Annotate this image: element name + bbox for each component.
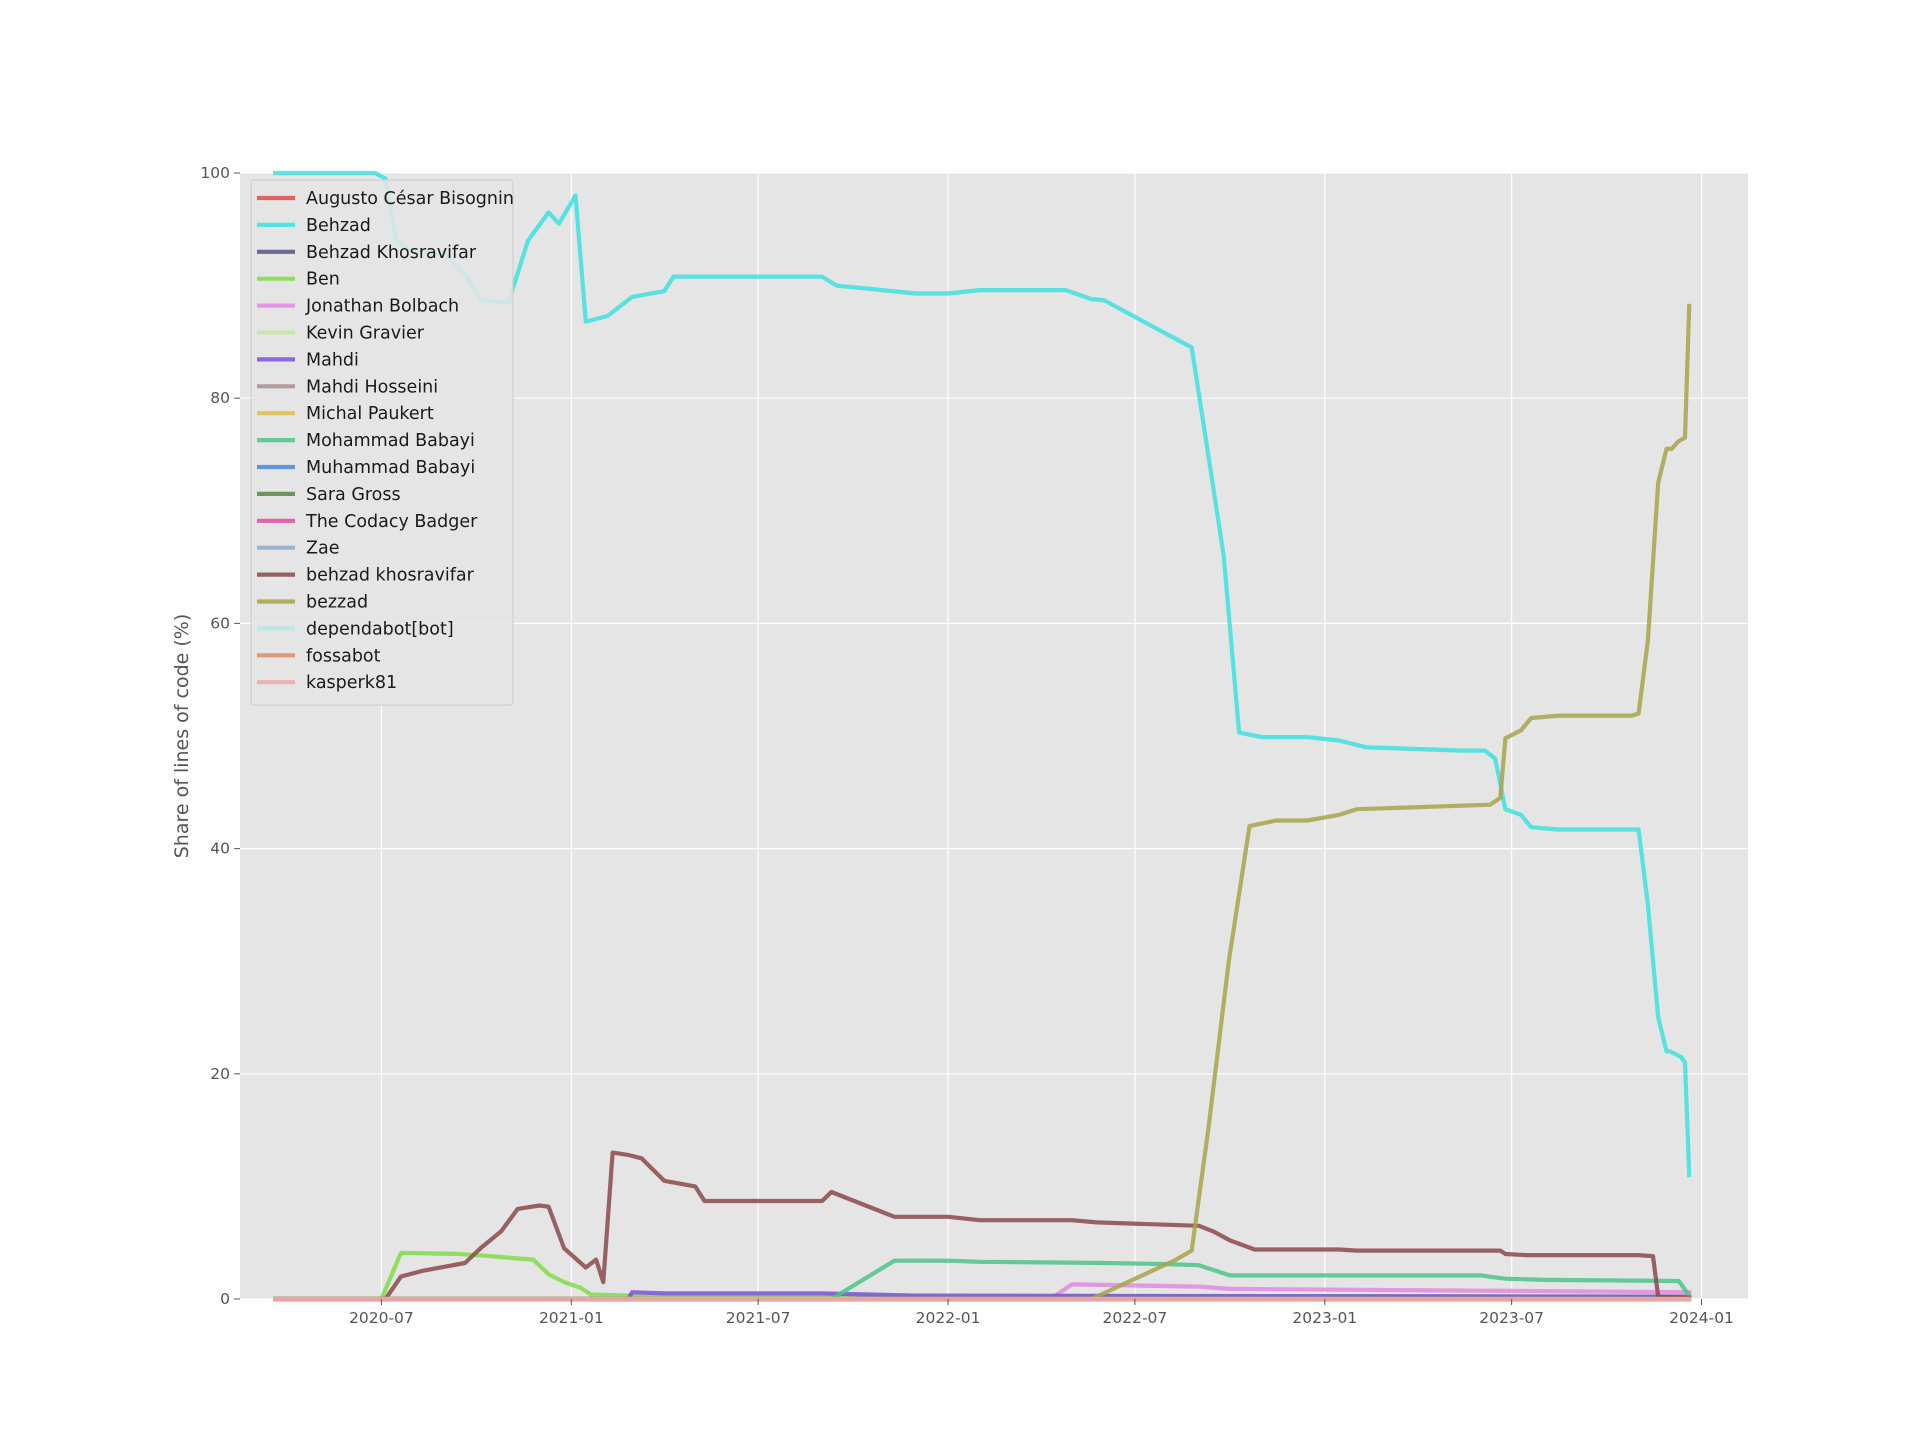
legend-entry: Muhammad Babayi xyxy=(257,458,475,478)
x-tick-label: 2022-01 xyxy=(916,1309,981,1327)
legend-entry: Mohammad Babayi xyxy=(257,431,475,451)
x-tick-label: 2020-07 xyxy=(349,1309,414,1327)
grid-lines xyxy=(240,172,1748,1300)
legend-entry: kasperk81 xyxy=(257,673,397,693)
x-tick-label: 2021-07 xyxy=(726,1309,791,1327)
x-tick-label: 2021-01 xyxy=(539,1309,604,1327)
legend-entry: Augusto César Bisognin xyxy=(257,189,514,209)
legend-entry: Zae xyxy=(257,539,339,559)
y-tick-label: 40 xyxy=(210,840,230,858)
legend-entry: bezzad xyxy=(257,593,368,613)
series-line-mohammad-babayi xyxy=(273,1258,1693,1302)
legend-entry: Behzad xyxy=(257,216,371,236)
legend-box xyxy=(250,179,514,706)
y-tick-label: 100 xyxy=(200,164,230,182)
y-tick-label: 20 xyxy=(210,1065,230,1083)
legend-label: kasperk81 xyxy=(306,673,397,693)
legend-label: bezzad xyxy=(306,593,368,613)
series-line-ben xyxy=(273,1250,1692,1302)
legend-entry: Jonathan Bolbach xyxy=(257,297,459,317)
legend-label: behzad khosravifar xyxy=(306,566,475,586)
legend-entry: Behzad Khosravifar xyxy=(257,243,477,263)
legend-label: Jonathan Bolbach xyxy=(305,297,459,317)
y-tick-label: 80 xyxy=(210,389,230,407)
legend-label: Behzad Khosravifar xyxy=(306,243,477,263)
legend-label: Behzad xyxy=(306,216,371,236)
legend-label: Muhammad Babayi xyxy=(306,458,475,478)
y-tick-label: 60 xyxy=(210,614,230,632)
x-tick-label: 2024-01 xyxy=(1669,1309,1734,1327)
legend-label: Augusto César Bisognin xyxy=(306,189,514,209)
series-line-bezzad xyxy=(273,303,1692,1302)
legend-entry: The Codacy Badger xyxy=(257,512,478,532)
legend-label: Kevin Gravier xyxy=(306,324,425,344)
legend-label: Sara Gross xyxy=(306,485,401,505)
legend-entry: behzad khosravifar xyxy=(257,566,475,586)
legend-entry: Sara Gross xyxy=(257,485,401,505)
x-tick-label: 2022-07 xyxy=(1103,1309,1168,1327)
y-tick-label: 0 xyxy=(220,1290,230,1308)
legend-label: Zae xyxy=(306,539,339,559)
legend: Augusto César Bisognin Behzad Behzad Khosr… xyxy=(250,179,514,706)
legend-entry: Kevin Gravier xyxy=(257,324,425,344)
legend-entry: Mahdi xyxy=(257,350,359,370)
legend-label: Mahdi Hosseini xyxy=(306,377,438,397)
legend-entry: Michal Paukert xyxy=(257,404,434,424)
x-tick-label: 2023-01 xyxy=(1292,1309,1357,1327)
axis-ticks: 0 20 40 60 80 100 2020-07 2021-01 2021-07 2022-01… xyxy=(200,164,1734,1327)
legend-entry: Mahdi Hosseini xyxy=(257,377,438,397)
y-axis-label: Share of lines of code (%) xyxy=(171,614,193,859)
legend-label: Mahdi xyxy=(306,350,359,370)
legend-label: Mohammad Babayi xyxy=(306,431,475,451)
legend-entry: fossabot xyxy=(257,646,381,666)
x-tick-label: 2023-07 xyxy=(1479,1309,1544,1327)
legend-label: dependabot[bot] xyxy=(306,619,454,639)
legend-label: Michal Paukert xyxy=(306,404,434,424)
legend-entry: dependabot[bot] xyxy=(257,619,454,639)
legend-entry: Ben xyxy=(257,270,340,290)
legend-label: Ben xyxy=(306,270,340,290)
legend-label: The Codacy Badger xyxy=(305,512,478,532)
series-line-behzad-khosravifar xyxy=(273,1150,1692,1302)
legend-label: fossabot xyxy=(306,646,381,666)
